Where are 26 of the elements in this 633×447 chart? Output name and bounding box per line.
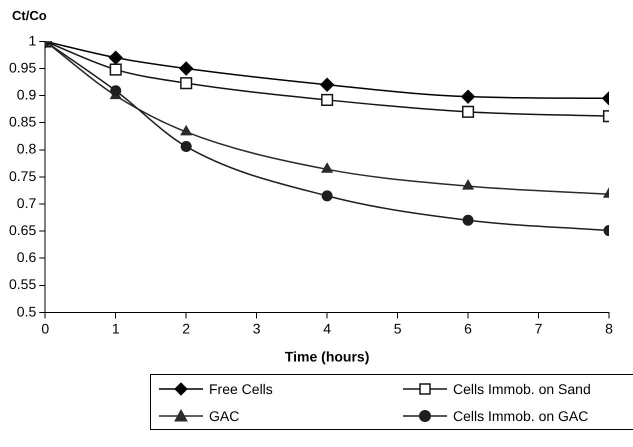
y-tick-label: 0.65 [9, 222, 36, 238]
x-axis-title: Time (hours) [284, 348, 370, 364]
y-tick-label: 0.8 [16, 140, 36, 157]
legend-label: GAC [209, 408, 240, 424]
y-tick-label: 0.6 [16, 249, 36, 266]
x-tick-label: 6 [464, 320, 472, 337]
x-tick-label: 8 [605, 320, 614, 337]
legend-label: Cells Immob. on GAC [453, 408, 588, 424]
legend-label: Cells Immob. on Sand [453, 380, 591, 396]
y-tick-label: 0.7 [16, 194, 36, 211]
y-tick-label: 0.55 [9, 276, 36, 292]
x-tick-label: 4 [323, 320, 332, 337]
y-tick-label: 0.5 [16, 303, 36, 320]
y-axis-title: Ct/Co [12, 8, 47, 23]
y-tick-label: 0.75 [9, 168, 36, 184]
x-tick-label: 3 [252, 320, 261, 337]
legend-label: Free Cells [209, 380, 273, 396]
x-tick-label: 7 [534, 320, 543, 337]
x-tick-label: 0 [41, 320, 50, 337]
x-tick-label: 2 [182, 320, 190, 337]
x-tick-label: 1 [112, 320, 120, 337]
y-tick-label: 0.9 [16, 86, 36, 102]
y-tick-label: 0.85 [9, 114, 36, 130]
y-tick-label: 1 [28, 32, 36, 48]
x-tick-label: 5 [394, 320, 402, 337]
y-tick-label: 0.95 [9, 59, 36, 76]
